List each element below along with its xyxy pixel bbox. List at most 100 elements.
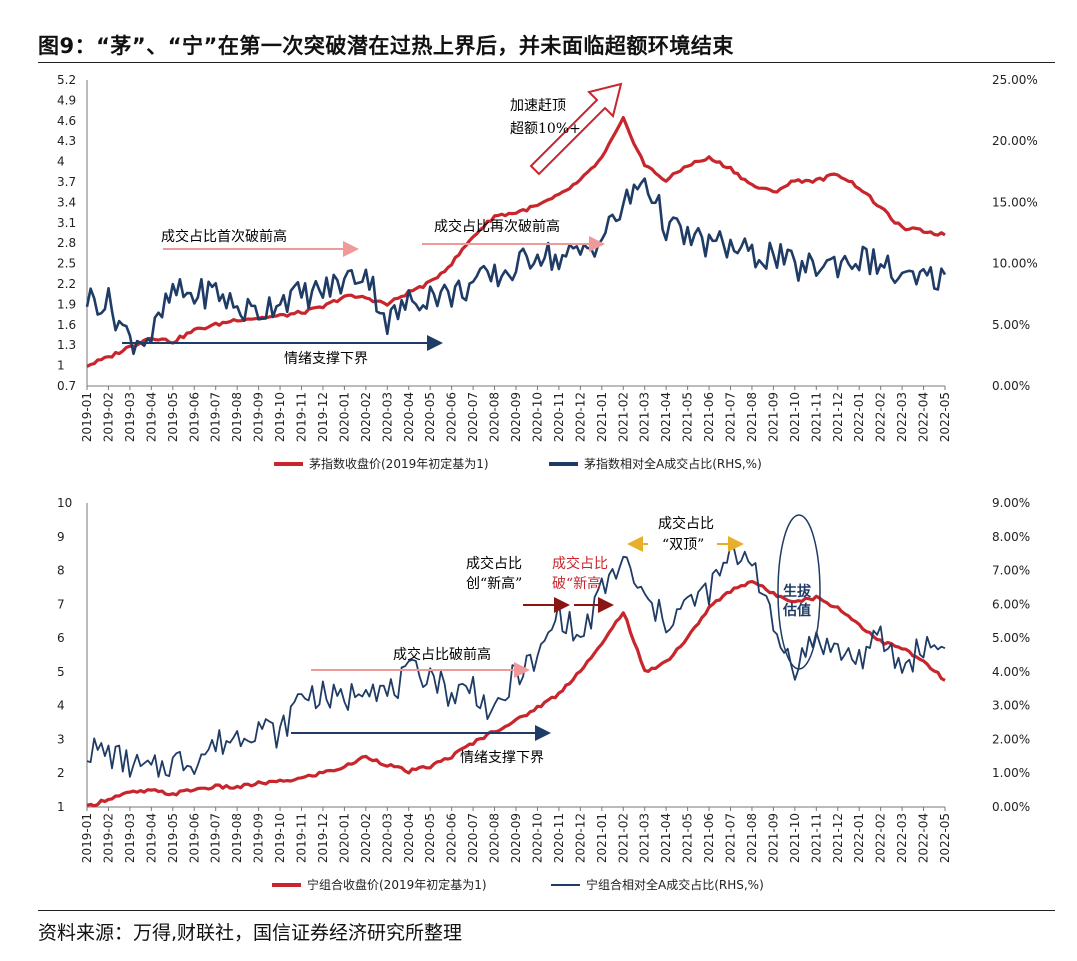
x-tick-label: 2022-01: [852, 813, 866, 863]
annotation-valuation-1: 生拔: [783, 583, 812, 600]
y-tick-left: 3.7: [57, 175, 76, 189]
chart-mao: 5.2 4.9 4.6 4.3 4 3.7 3.4 3.1 2.8 2.5 2.2 1.9 1.6 1.3…: [57, 73, 1038, 471]
x-tick-label: 2020-04: [402, 392, 416, 442]
x-tick-label: 2020-02: [359, 392, 373, 442]
x-tick-label: 2019-02: [101, 392, 115, 442]
annotation-support-floor-2: 情绪支撑下界: [460, 750, 544, 766]
x-tick-label: 2019-09: [252, 813, 266, 863]
y-tick-left: 4.3: [57, 134, 76, 148]
legend-ning-share: 宁组合相对全A成交占比(RHS,%): [586, 877, 764, 892]
x-tick-label: 2020-10: [530, 392, 544, 442]
x-tick-label: 2021-10: [788, 392, 802, 442]
y-tick-right: 0.00%: [992, 379, 1030, 393]
x-tick-label: 2021-07: [724, 392, 738, 442]
y-tick-left: 1: [57, 359, 65, 373]
x-tick-label: 2020-11: [552, 813, 566, 863]
x-tick-label: 2021-10: [788, 813, 802, 863]
y-tick-left: 8: [57, 564, 65, 578]
title-rule: [38, 62, 1055, 63]
mao-series-price-line: [86, 115, 946, 368]
y-tick-right: 7.00%: [992, 564, 1030, 578]
x-tick-label: 2019-10: [273, 392, 287, 442]
y-tick-left: 4: [57, 155, 65, 169]
x-tick-label: 2020-09: [509, 392, 523, 442]
x-tick-label: 2022-03: [895, 392, 909, 442]
x-tick-label: 2021-05: [681, 813, 695, 863]
y-tick-left: 7: [57, 597, 65, 611]
y-tick-left: 4: [57, 699, 65, 713]
x-tick-label: 2021-01: [595, 813, 609, 863]
x-tick-label: 2020-08: [488, 813, 502, 863]
annotation-break-prev-high: 成交占比破前高: [393, 646, 491, 663]
annotation-valuation-2: 估值: [782, 602, 811, 619]
y-tick-left: 5.2: [57, 73, 76, 87]
x-tick-label: 2020-03: [380, 392, 394, 442]
y-tick-left: 9: [57, 530, 65, 544]
x-tick-label: 2020-07: [466, 392, 480, 442]
x-tick-label: 2019-09: [252, 392, 266, 442]
y-tick-right: 10.00%: [992, 257, 1038, 271]
y-tick-left: 10: [57, 496, 72, 510]
x-tick-label: 2019-03: [123, 392, 137, 442]
mao-series-share-line: [85, 177, 947, 356]
x-tick-label: 2019-11: [295, 392, 309, 442]
x-tick-label: 2020-01: [337, 813, 351, 863]
ning-series-price-line: [86, 579, 946, 808]
y-tick-left: 2.8: [57, 236, 76, 250]
y-tick-left: 4.9: [57, 93, 76, 107]
x-tick-label: 2020-02: [359, 813, 373, 863]
annotation-first-breakout: 成交占比首次破前高: [161, 228, 287, 245]
annotation-accel-top: 加速赶顶: [510, 98, 566, 114]
x-tick-label: 2020-12: [573, 392, 587, 442]
annotation-break-high-2: 破“新高: [552, 575, 601, 592]
x-tick-label: 2020-04: [402, 813, 416, 863]
y-tick-left: 1.3: [57, 338, 76, 352]
x-tick-label: 2022-05: [938, 813, 952, 863]
x-tick-label: 2021-12: [831, 392, 845, 442]
x-tick-label: 2020-08: [488, 392, 502, 442]
y-tick-left: 2.2: [57, 277, 76, 291]
y-tick-left: 3.4: [57, 195, 76, 209]
annotation-break-high-1: 成交占比: [552, 555, 608, 572]
x-tick-label: 2021-06: [702, 813, 716, 863]
source-note: 资料来源：万得,财联社，国信证券经济研究所整理: [38, 922, 463, 944]
x-tick-label: 2021-04: [659, 813, 673, 863]
y-tick-left: 0.7: [57, 379, 76, 393]
y-tick-left: 1.6: [57, 318, 76, 332]
y-tick-right: 4.00%: [992, 665, 1030, 679]
chart-ning: 10 9 8 7 6 5 4 3 2 1 9.00% 8.00% 7.00% 6.00% 5.00% 4.00…: [57, 496, 1030, 892]
y-tick-right: 5.00%: [992, 318, 1030, 332]
x-tick-label: 2021-01: [595, 392, 609, 442]
x-tick-label: 2019-06: [187, 813, 201, 863]
x-tick-label: 2019-08: [230, 813, 244, 863]
x-tick-label: 2019-12: [316, 813, 330, 863]
x-tick-label: 2021-03: [638, 813, 652, 863]
y-tick-right: 20.00%: [992, 134, 1038, 148]
hollow-arrow: [529, 82, 623, 176]
y-tick-left: 4.6: [57, 114, 76, 128]
x-tick-label: 2020-05: [423, 813, 437, 863]
x-tick-label: 2019-11: [295, 813, 309, 863]
x-tick-label: 2021-02: [616, 813, 630, 863]
x-tick-label: 2019-08: [230, 392, 244, 442]
y-tick-right: 3.00%: [992, 699, 1030, 713]
y-tick-left: 6: [57, 631, 65, 645]
x-tick-label: 2020-11: [552, 392, 566, 442]
annotation-create-high-1: 成交占比: [466, 555, 522, 572]
y-tick-left: 1: [57, 800, 65, 814]
x-tick-label: 2021-03: [638, 392, 652, 442]
y-tick-left: 2: [57, 766, 65, 780]
x-tick-label: 2019-12: [316, 392, 330, 442]
x-tick-label: 2021-09: [766, 813, 780, 863]
x-tick-label: 2019-03: [123, 813, 137, 863]
x-tick-label: 2020-09: [509, 813, 523, 863]
annotation-double-top-2: “双顶”: [662, 537, 704, 553]
x-tick-label: 2022-04: [917, 813, 931, 863]
x-tick-label: 2021-06: [702, 392, 716, 442]
x-tick-label: 2021-12: [831, 813, 845, 863]
legend-mao-share: 茅指数相对全A成交占比(RHS,%): [584, 456, 762, 471]
legend-mao-price: 茅指数收盘价(2019年初定基为1): [309, 456, 489, 471]
y-tick-left: 2.5: [57, 257, 76, 271]
x-tick-label: 2021-08: [745, 392, 759, 442]
y-tick-right: 9.00%: [992, 496, 1030, 510]
